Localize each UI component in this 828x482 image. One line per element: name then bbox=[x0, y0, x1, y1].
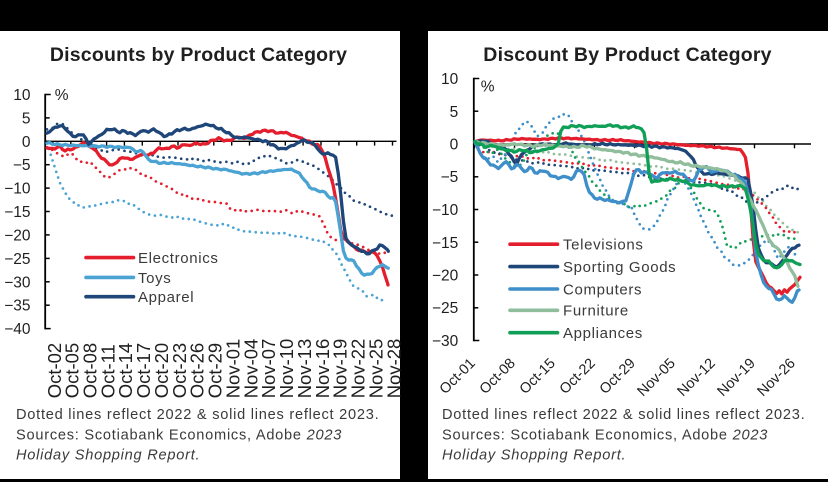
svg-text:Toys: Toys bbox=[138, 270, 171, 287]
svg-text:Oct-20: Oct-20 bbox=[151, 343, 172, 399]
svg-text:Oct-02: Oct-02 bbox=[44, 343, 65, 399]
svg-text:Nov-01: Nov-01 bbox=[223, 339, 244, 399]
svg-text:−10: −10 bbox=[4, 181, 31, 198]
svg-text:Nov-10: Nov-10 bbox=[276, 339, 297, 399]
svg-text:Sources: Scotiabank Economics,: Sources: Scotiabank Economics, Adobe 202… bbox=[16, 428, 342, 444]
svg-text:%: % bbox=[55, 87, 69, 104]
svg-text:Oct-17: Oct-17 bbox=[133, 343, 154, 399]
svg-text:Sources: Scotiabank Economics,: Sources: Scotiabank Economics, Adobe 202… bbox=[442, 428, 768, 444]
svg-text:Nov-16: Nov-16 bbox=[312, 339, 333, 399]
svg-text:Nov-13: Nov-13 bbox=[294, 339, 315, 399]
svg-text:Oct-14: Oct-14 bbox=[115, 343, 136, 399]
svg-text:Nov-25: Nov-25 bbox=[365, 339, 386, 399]
svg-text:Nov-19: Nov-19 bbox=[330, 339, 351, 399]
svg-text:0: 0 bbox=[450, 137, 459, 154]
svg-text:−15: −15 bbox=[432, 235, 458, 252]
svg-text:10: 10 bbox=[13, 87, 31, 104]
svg-text:−35: −35 bbox=[4, 298, 30, 315]
svg-text:Dotted lines reflect 2022 & so: Dotted lines reflect 2022 & solid lines … bbox=[16, 407, 379, 423]
svg-text:Discounts by Product Category: Discounts by Product Category bbox=[50, 44, 347, 66]
svg-text:Oct-08: Oct-08 bbox=[80, 343, 101, 399]
svg-text:Nov-22: Nov-22 bbox=[348, 339, 369, 399]
svg-text:Holiday Shopping Report.: Holiday Shopping Report. bbox=[442, 448, 626, 464]
svg-text:5: 5 bbox=[450, 104, 459, 121]
svg-text:Oct-05: Oct-05 bbox=[62, 343, 83, 399]
svg-text:Oct-29: Oct-29 bbox=[205, 343, 226, 399]
svg-text:−15: −15 bbox=[4, 204, 30, 221]
svg-text:−30: −30 bbox=[4, 274, 31, 291]
svg-text:Televisions: Televisions bbox=[563, 237, 644, 254]
svg-text:−25: −25 bbox=[432, 300, 458, 317]
svg-text:Electronics: Electronics bbox=[138, 250, 219, 267]
svg-text:Holiday Shopping Report.: Holiday Shopping Report. bbox=[16, 448, 200, 464]
svg-text:−40: −40 bbox=[4, 321, 31, 338]
svg-text:Nov-07: Nov-07 bbox=[258, 339, 279, 399]
svg-text:−10: −10 bbox=[432, 202, 459, 219]
svg-text:Computers: Computers bbox=[563, 281, 642, 298]
svg-text:−20: −20 bbox=[4, 227, 31, 244]
svg-text:5: 5 bbox=[22, 110, 31, 127]
svg-text:%: % bbox=[481, 79, 495, 96]
svg-text:Sporting Goods: Sporting Goods bbox=[563, 259, 676, 276]
svg-text:Oct-23: Oct-23 bbox=[169, 343, 190, 399]
svg-text:Nov-28: Nov-28 bbox=[383, 339, 404, 399]
svg-text:−30: −30 bbox=[432, 333, 459, 350]
svg-text:10: 10 bbox=[441, 71, 459, 88]
svg-text:−20: −20 bbox=[432, 268, 459, 285]
svg-text:−5: −5 bbox=[441, 169, 459, 186]
svg-text:0: 0 bbox=[22, 134, 31, 151]
svg-text:Discount By Product Category: Discount By Product Category bbox=[483, 44, 771, 66]
svg-text:Oct-11: Oct-11 bbox=[97, 344, 118, 398]
svg-text:Apparel: Apparel bbox=[138, 289, 194, 306]
svg-text:Appliances: Appliances bbox=[563, 325, 643, 342]
svg-text:Oct-26: Oct-26 bbox=[187, 343, 208, 399]
svg-text:Nov-04: Nov-04 bbox=[240, 339, 261, 399]
svg-text:−5: −5 bbox=[13, 157, 31, 174]
svg-text:Dotted lines reflect 2022 & so: Dotted lines reflect 2022 & solid lines … bbox=[442, 407, 805, 423]
svg-text:−25: −25 bbox=[4, 251, 30, 268]
svg-text:Furniture: Furniture bbox=[563, 303, 629, 320]
